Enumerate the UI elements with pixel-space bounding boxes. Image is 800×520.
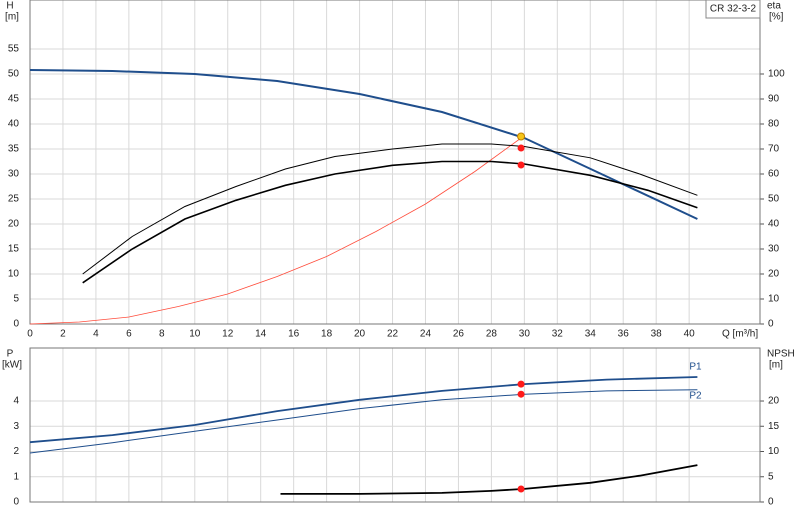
x-tick-label: 16	[288, 329, 300, 340]
curve	[29, 376, 698, 444]
y2-axis-label: eta	[767, 1, 781, 12]
x-tick-label: 2	[60, 329, 66, 340]
y-tick-label: 4	[13, 396, 19, 407]
curve	[82, 143, 698, 275]
y2-tick-label: 60	[768, 169, 780, 180]
y2-axis-label: NPSH	[767, 349, 795, 360]
y-axis-label: P	[7, 349, 14, 360]
y-tick-label: 35	[8, 144, 20, 155]
plot-frame	[29, 347, 761, 503]
x-tick-label: 26	[453, 329, 465, 340]
y-tick-label: 0	[13, 319, 19, 330]
y-axis-unit: [m]	[5, 12, 19, 23]
y2-tick-label: 5	[768, 471, 774, 482]
curve	[82, 160, 698, 284]
y-tick-label: 45	[8, 94, 20, 105]
y2-tick-label: 0	[768, 319, 774, 330]
x-tick-label: 18	[321, 329, 333, 340]
x-tick-label: 24	[420, 329, 432, 340]
x-tick-label: 32	[552, 329, 564, 340]
y-tick-label: 55	[8, 44, 20, 55]
x-tick-label: 8	[159, 329, 165, 340]
y-tick-label: 1	[13, 471, 19, 482]
curve-label: P2	[689, 390, 702, 401]
x-tick-label: 14	[255, 329, 267, 340]
y-tick-label: 10	[8, 269, 20, 280]
model-label: CR 32-3-2	[710, 4, 757, 15]
y2-tick-label: 0	[768, 497, 774, 508]
curve	[29, 137, 522, 325]
x-tick-label: 34	[585, 329, 597, 340]
x-axis-label: Q [m³/h]	[722, 329, 758, 340]
y-tick-label: 2	[13, 446, 19, 457]
y2-tick-label: 90	[768, 94, 780, 105]
x-tick-label: 36	[618, 329, 630, 340]
duty-point	[517, 485, 525, 493]
y-tick-label: 50	[8, 69, 20, 80]
y2-tick-label: 10	[768, 446, 780, 457]
duty-point	[517, 132, 526, 141]
x-tick-label: 6	[126, 329, 132, 340]
curve	[29, 69, 698, 220]
curve-label: P1	[689, 362, 702, 373]
x-tick-label: 20	[354, 329, 366, 340]
x-tick-label: 0	[27, 329, 33, 340]
y-tick-label: 3	[13, 421, 19, 432]
duty-point	[517, 161, 525, 169]
y2-tick-label: 15	[768, 421, 780, 432]
y2-tick-label: 100	[768, 69, 785, 80]
curve	[29, 389, 698, 454]
y-tick-label: 0	[13, 497, 19, 508]
y-tick-label: 40	[8, 119, 20, 130]
y2-axis-unit: [m]	[769, 360, 783, 371]
y2-tick-label: 20	[768, 269, 780, 280]
y2-axis-unit: [%]	[769, 12, 784, 23]
x-tick-label: 22	[387, 329, 399, 340]
y2-tick-label: 80	[768, 119, 780, 130]
y-tick-label: 25	[8, 194, 20, 205]
y-tick-label: 5	[13, 294, 19, 305]
x-tick-label: 28	[486, 329, 498, 340]
y2-tick-label: 40	[768, 219, 780, 230]
x-tick-label: 10	[189, 329, 201, 340]
y2-tick-label: 30	[768, 244, 780, 255]
model-box	[705, 0, 761, 19]
y2-tick-label: 50	[768, 194, 780, 205]
x-tick-label: 38	[651, 329, 663, 340]
plot-frame	[29, 0, 761, 325]
plot-area	[30, 348, 760, 502]
x-tick-label: 30	[519, 329, 531, 340]
y2-tick-label: 10	[768, 294, 780, 305]
y-tick-label: 20	[8, 219, 20, 230]
y-axis-label: H	[6, 1, 13, 12]
plot-area	[30, 0, 760, 324]
curve	[280, 464, 698, 495]
y2-tick-label: 20	[768, 396, 780, 407]
y-tick-label: 15	[8, 244, 20, 255]
duty-point	[517, 380, 525, 388]
x-tick-label: 4	[93, 329, 99, 340]
duty-point	[517, 390, 525, 398]
x-tick-label: 12	[222, 329, 234, 340]
y2-tick-label: 70	[768, 144, 780, 155]
y-tick-label: 30	[8, 169, 20, 180]
x-tick-label: 40	[684, 329, 696, 340]
y-axis-unit: [kW]	[2, 360, 22, 371]
duty-point	[517, 144, 525, 152]
